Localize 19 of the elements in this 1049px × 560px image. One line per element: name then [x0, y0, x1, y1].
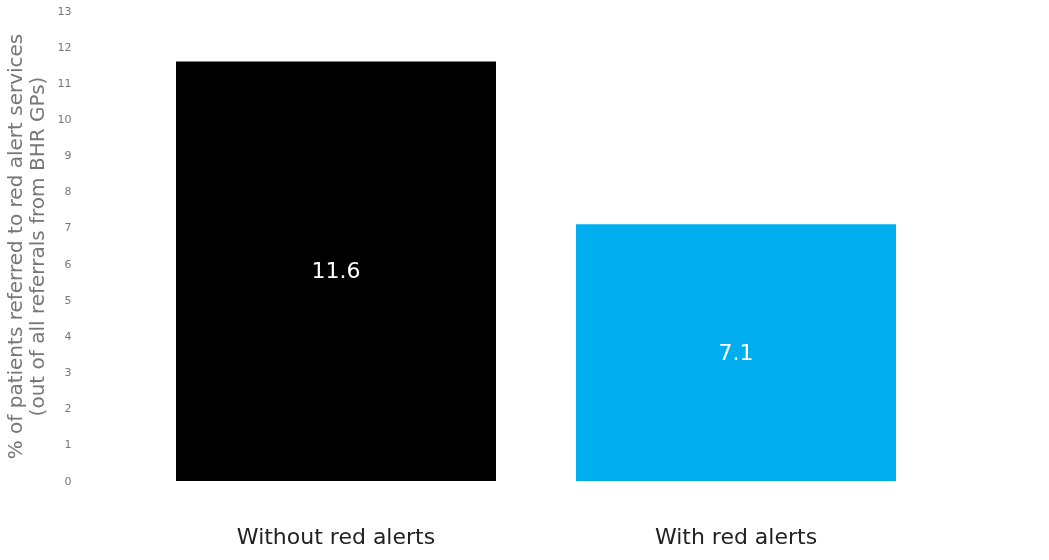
data-label: 11.6 [311, 258, 361, 284]
y-tick-label: 10 [57, 112, 72, 126]
y-tick-label: 8 [64, 185, 72, 199]
y-tick-label: 2 [64, 402, 72, 416]
y-tick-label: 9 [64, 149, 72, 163]
y-tick-label: 7 [64, 221, 72, 235]
x-tick-label: With red alerts [654, 523, 818, 549]
y-tick-label: 4 [64, 329, 72, 343]
y-tick-label: 11 [57, 76, 72, 90]
y-tick-label: 13 [57, 4, 72, 18]
y-tick-label: 3 [64, 366, 72, 380]
x-tick-label: Without red alerts [236, 523, 436, 549]
y-tick-label: 0 [64, 474, 72, 488]
y-tick-label: 1 [64, 438, 72, 452]
y-tick-label: 12 [57, 40, 72, 54]
y-axis-title: % of patients referred to red alert services (out of all referrals from BHR GPs) [2, 33, 49, 460]
y-tick-label: 6 [64, 257, 72, 271]
y-tick-label: 5 [64, 293, 72, 307]
data-label: 7.1 [718, 339, 754, 365]
